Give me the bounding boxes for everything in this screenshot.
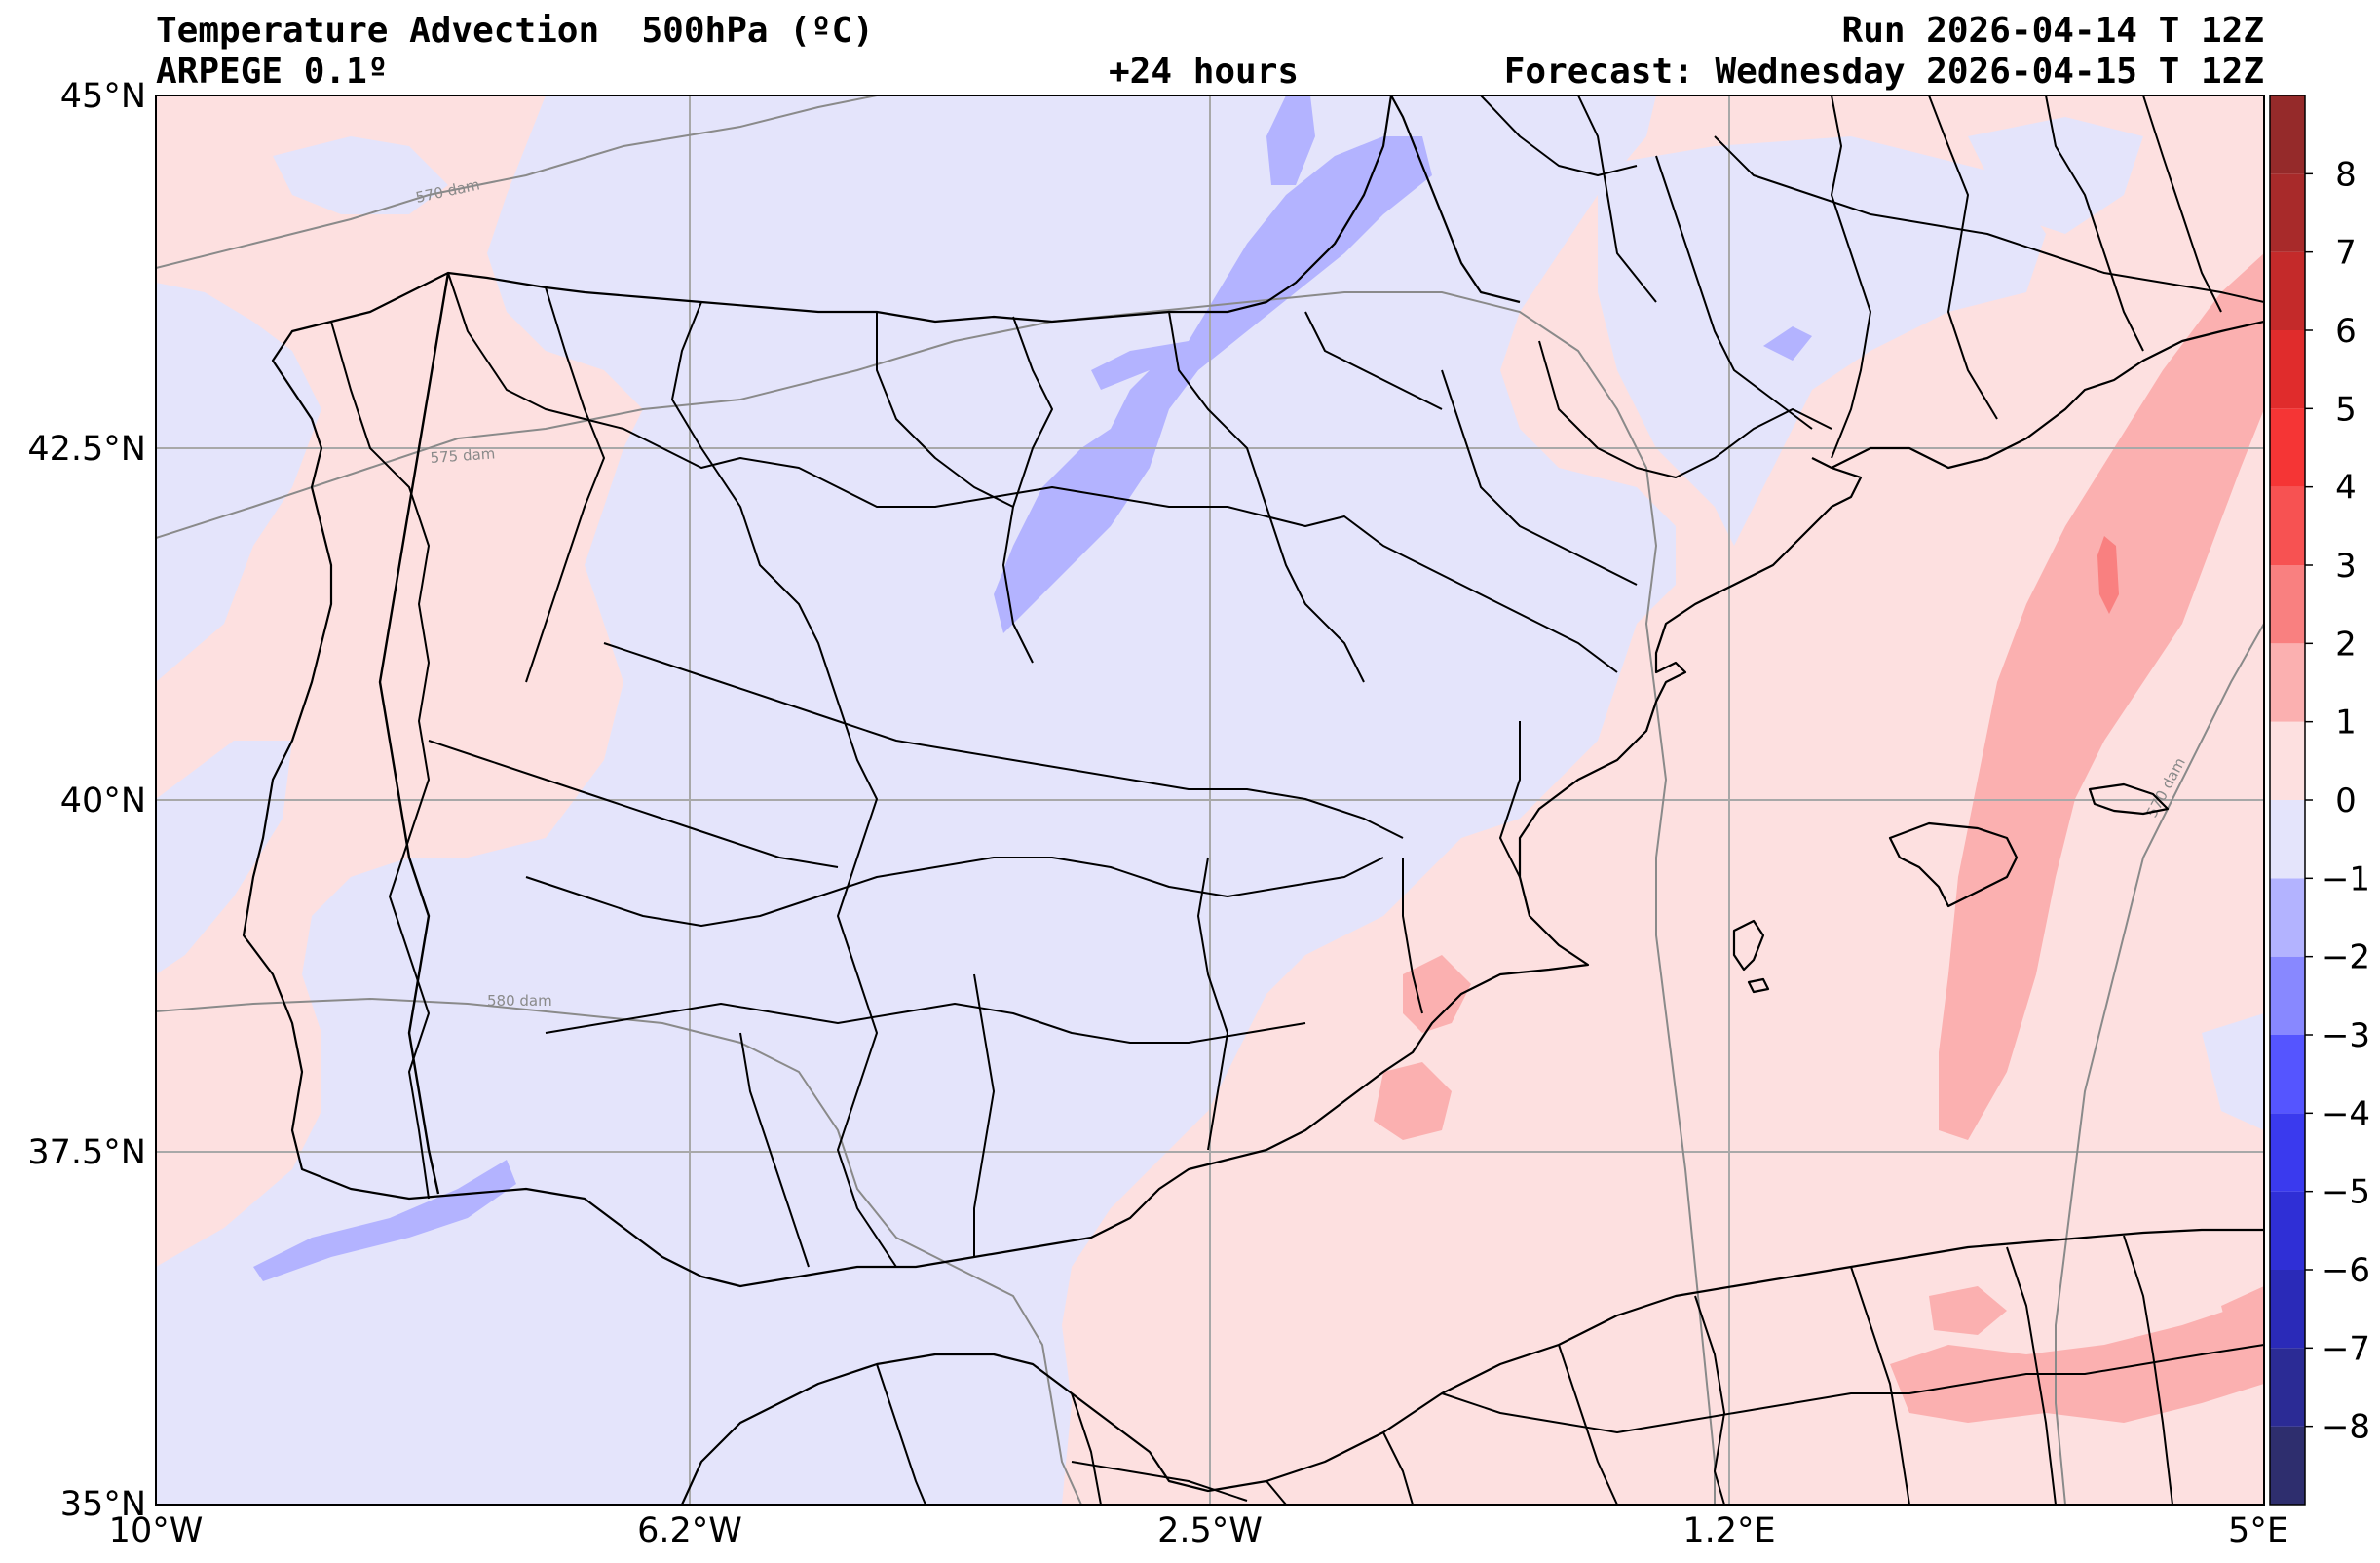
cold-patch-top [1266, 95, 1315, 185]
formentera [1747, 977, 1770, 994]
cold-patch-north [994, 136, 1432, 633]
portugal-spain-border [378, 272, 450, 1195]
cold-neutral-right-edge [2202, 1013, 2264, 1130]
isohypse-lines [156, 95, 2264, 1505]
colorbar-tick-label: −1 [2322, 859, 2370, 898]
north-africa-coastline [680, 1228, 2264, 1505]
colorbar-tick-label: −6 [2322, 1251, 2370, 1290]
colorbar-band [2270, 800, 2305, 879]
lat-label-35: 35°N [59, 1485, 146, 1524]
warm-patch-algeria-2 [1929, 1286, 2007, 1335]
colorbar-tick-label: 7 [2335, 234, 2357, 273]
colorbar-band [2270, 1270, 2305, 1349]
lon-label-6-2w: 6.2°W [637, 1511, 742, 1550]
cold-neutral-east [1968, 117, 2143, 234]
menorca [2088, 782, 2170, 816]
colorbar-tick-label: −3 [2322, 1016, 2370, 1055]
cold-neutral-atlantic [156, 283, 321, 682]
colorbar-tick-label: −4 [2322, 1094, 2370, 1133]
france-coastline [1831, 320, 2264, 470]
map-canvas: 570 dam 575 dam 580 dam 570 dam [156, 95, 2264, 1505]
run-time: Run 2026-04-14 T 12Z [1841, 11, 2264, 51]
ibiza [1732, 919, 1765, 972]
graticule [156, 95, 2264, 1505]
colorbar-band [2270, 1113, 2305, 1192]
colorbar-band [2270, 95, 2305, 174]
colorbar-band [2270, 408, 2305, 487]
cold-neutral-catalonia [1598, 136, 2046, 546]
colorbar-tick-label: −2 [2322, 938, 2370, 977]
warm-patch-mediterranean [1939, 253, 2264, 1140]
colorbar-band [2270, 643, 2305, 722]
colorbar-band [2270, 878, 2305, 957]
lat-label-37-5: 37.5°N [27, 1133, 146, 1172]
colorbar-band [2270, 1035, 2305, 1114]
colorbar-tick-label: −8 [2322, 1408, 2370, 1447]
isohypse-label-2: 575 dam [430, 444, 496, 467]
internal-borders [330, 95, 2264, 1505]
lat-label-40: 40°N [59, 782, 146, 820]
map-frame [155, 95, 2265, 1506]
colorbar-tick-label: −7 [2322, 1329, 2370, 1368]
colorbar-band [2270, 1426, 2305, 1505]
colorbar-frame [2269, 95, 2306, 1506]
colorbar-tick-label: 4 [2335, 469, 2357, 508]
warm-patch-sardinia [2221, 1286, 2264, 1345]
warm-patch-alicante [1374, 1062, 1452, 1140]
lon-label-1-2e: 1.2°E [1682, 1511, 1776, 1550]
biscay-coastline [1390, 95, 1521, 304]
colorbar-band [2270, 486, 2305, 565]
colorbar-band [2270, 330, 2305, 409]
colorbar-tick-label: 2 [2335, 625, 2357, 664]
colorbar-band [2270, 721, 2305, 800]
cold-neutral-north [273, 136, 448, 214]
lon-label-2-5w: 2.5°W [1157, 1511, 1263, 1550]
lon-label-10w: 10°W [108, 1511, 204, 1550]
colorbar-tick-label: 5 [2335, 390, 2357, 429]
isohypse-label-3: 580 dam [487, 992, 552, 1010]
colorbar-band [2270, 565, 2305, 644]
lat-label-45: 45°N [59, 77, 146, 116]
warm-core-spot [2097, 536, 2119, 614]
colorbar-tick-label: 3 [2335, 547, 2357, 586]
colorbar-tick-label: 0 [2335, 782, 2357, 820]
lon-label-5e: 5°E [2228, 1511, 2288, 1550]
model-name: ARPEGE 0.1º [156, 52, 389, 92]
colorbar-tick-label: 1 [2335, 704, 2357, 743]
cold-patch-east [1763, 326, 1812, 361]
coastlines [242, 95, 2264, 1505]
colorbar: 8 7 6 5 4 3 2 1 0 −1 −2 −3 −4 −5 −6 −7 −8 [2270, 95, 2370, 1505]
cold-patch-south [253, 1160, 516, 1281]
lat-label-42-5: 42.5°N [27, 430, 146, 469]
iberia-coastline [242, 95, 1863, 1288]
forecast-time: Forecast: Wednesday 2026-04-15 T 12Z [1503, 52, 2264, 92]
colorbar-band [2270, 251, 2305, 330]
warm-patch-algeria [1890, 1296, 2264, 1423]
warm-patch-murcia [1403, 955, 1471, 1033]
colorbar-tick-label: −5 [2322, 1173, 2370, 1212]
colorbar-band [2270, 1191, 2305, 1270]
colorbar-band [2270, 1348, 2305, 1427]
lead-time: +24 hours [1109, 52, 1300, 92]
colorbar-band [2270, 173, 2305, 252]
mallorca [1888, 821, 2019, 908]
map-title: Temperature Advection 500hPa (ºC) [156, 11, 874, 51]
colorbar-tick-label: 8 [2335, 155, 2357, 194]
colorbar-tick-label: 6 [2335, 312, 2357, 351]
colorbar-band [2270, 956, 2305, 1035]
